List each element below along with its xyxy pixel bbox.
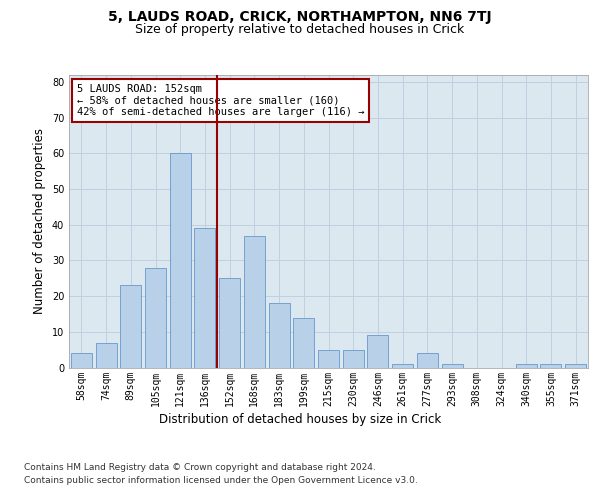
Text: 5, LAUDS ROAD, CRICK, NORTHAMPTON, NN6 7TJ: 5, LAUDS ROAD, CRICK, NORTHAMPTON, NN6 7… xyxy=(108,10,492,24)
Bar xyxy=(120,286,141,368)
Bar xyxy=(219,278,240,368)
Bar xyxy=(392,364,413,368)
Text: Distribution of detached houses by size in Crick: Distribution of detached houses by size … xyxy=(159,412,441,426)
Bar xyxy=(145,268,166,368)
Text: 5 LAUDS ROAD: 152sqm
← 58% of detached houses are smaller (160)
42% of semi-deta: 5 LAUDS ROAD: 152sqm ← 58% of detached h… xyxy=(77,84,364,117)
Bar xyxy=(318,350,339,368)
Bar xyxy=(170,154,191,368)
Text: Contains public sector information licensed under the Open Government Licence v3: Contains public sector information licen… xyxy=(24,476,418,485)
Bar xyxy=(293,318,314,368)
Y-axis label: Number of detached properties: Number of detached properties xyxy=(33,128,46,314)
Text: Size of property relative to detached houses in Crick: Size of property relative to detached ho… xyxy=(136,22,464,36)
Bar xyxy=(565,364,586,368)
Bar xyxy=(95,342,116,367)
Bar xyxy=(244,236,265,368)
Bar xyxy=(269,304,290,368)
Bar xyxy=(442,364,463,368)
Text: Contains HM Land Registry data © Crown copyright and database right 2024.: Contains HM Land Registry data © Crown c… xyxy=(24,462,376,471)
Bar xyxy=(71,353,92,368)
Bar xyxy=(367,336,388,368)
Bar xyxy=(541,364,562,368)
Bar xyxy=(516,364,537,368)
Bar xyxy=(417,353,438,368)
Bar xyxy=(194,228,215,368)
Bar xyxy=(343,350,364,368)
